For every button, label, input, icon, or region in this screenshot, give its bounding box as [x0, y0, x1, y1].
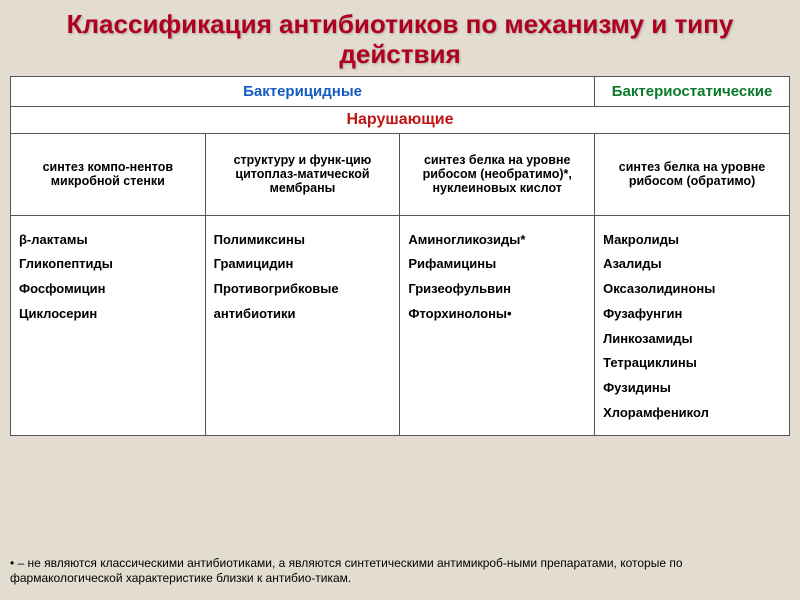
classification-table: Бактерицидные Бактериостатические Наруша… [10, 76, 790, 436]
header-bactericidal: Бактерицидные [11, 76, 595, 106]
drugs-cell: Аминогликозиды*РифамициныГризеофульвинФт… [400, 215, 595, 435]
mechanism-cell: синтез белка на уровне рибосом (необрати… [400, 133, 595, 215]
drugs-cell: МакролидыАзалидыОксазолидиноныФузафунгин… [595, 215, 790, 435]
footnote: • – не являются классическими антибиотик… [10, 556, 790, 586]
table-row: Бактерицидные Бактериостатические [11, 76, 790, 106]
drugs-cell: ПолимиксиныГрамицидинПротивогрибковые ан… [205, 215, 400, 435]
table-row: β-лактамыГликопептидыФосфомицинЦиклосери… [11, 215, 790, 435]
drugs-cell: β-лактамыГликопептидыФосфомицинЦиклосери… [11, 215, 206, 435]
table-row: Нарушающие [11, 106, 790, 133]
mechanism-cell: синтез компо-нентов микробной стенки [11, 133, 206, 215]
mechanism-cell: структуру и функ-цию цитоплаз-матической… [205, 133, 400, 215]
mechanism-cell: синтез белка на уровне рибосом (обратимо… [595, 133, 790, 215]
subheader: Нарушающие [11, 106, 790, 133]
table-row: синтез компо-нентов микробной стенки стр… [11, 133, 790, 215]
slide-title: Классификация антибиотиков по механизму … [0, 0, 800, 76]
header-bacteriostatic: Бактериостатические [595, 76, 790, 106]
slide: Классификация антибиотиков по механизму … [0, 0, 800, 600]
